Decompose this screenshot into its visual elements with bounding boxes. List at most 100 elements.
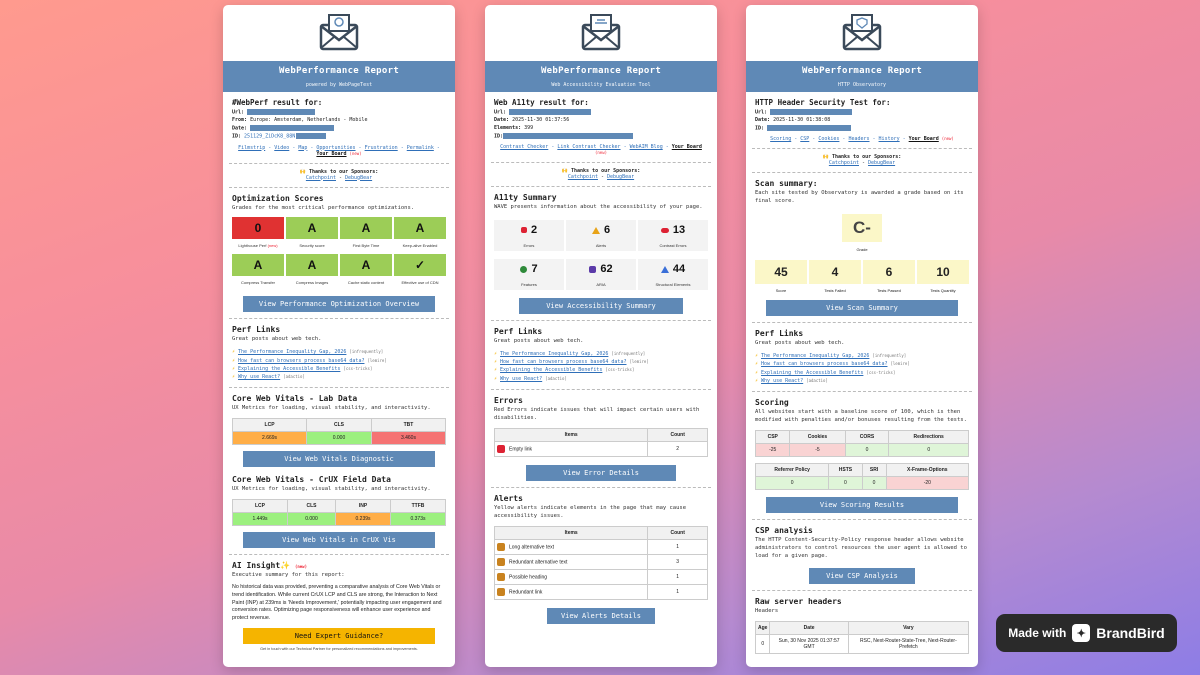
alert-item: Redundant link — [509, 589, 543, 596]
sponsor-catchpoint-link[interactable]: Catchpoint — [305, 174, 336, 181]
link-contrast-checker-link[interactable]: Link Contrast Checker — [557, 144, 621, 150]
list-item: ⚡ Why use React? [adactio] — [755, 377, 969, 385]
summary-tile: 13 Contrast Errors — [638, 219, 708, 251]
inp-value: 0.239s — [335, 512, 391, 527]
lab-data-section: Core Web Vitals - Lab Data UX Metrics fo… — [223, 388, 455, 473]
bolt-icon: ⚡ — [232, 374, 236, 381]
csp-link[interactable]: CSP — [800, 136, 810, 143]
tile-label: Alerts — [595, 242, 607, 248]
perf-link[interactable]: How fast can browsers process base64 dat… — [238, 357, 365, 364]
view-scoring-results-button[interactable]: View Scoring Results — [766, 497, 958, 514]
list-item: ⚡ Why use React? [adactio] — [494, 375, 708, 383]
frustration-link[interactable]: Frustration — [364, 144, 398, 151]
date-value: 2025-11-30 01:38:08 — [773, 117, 831, 124]
test-id-link[interactable]: 251129_ZiDcK8_88N — [244, 133, 296, 140]
perf-link[interactable]: How fast can browsers process base64 dat… — [761, 361, 888, 368]
permalink-link[interactable]: Permalink — [406, 144, 434, 151]
contrast-checker-link[interactable]: Contrast Checker — [500, 144, 549, 150]
raw-headers-section: Raw server headers Headers Age Date Vary 0… — [746, 591, 978, 660]
from-value: Europe: Amsterdam, Netherlands - Mobile — [250, 117, 368, 124]
view-web-vitals-diagnostic-button[interactable]: View Web Vitals Diagnostic — [243, 451, 435, 468]
grade-label: Grade — [856, 247, 868, 253]
scan-tiles: 45 Score 4 Tests Failed 6 Tests Passed 10 Te… — [755, 260, 969, 293]
video-link[interactable]: Video — [274, 144, 290, 151]
view-csp-analysis-button[interactable]: View CSP Analysis — [809, 568, 915, 584]
table-header: Date — [769, 620, 849, 635]
table-header: HSTS — [828, 463, 863, 478]
summary-tile: 2 Errors — [494, 219, 564, 251]
lcp-value: 2.669s — [231, 431, 308, 446]
map-link[interactable]: Map — [298, 144, 308, 151]
perf-link[interactable]: The Performance Inequality Gap, 2026 — [238, 349, 347, 356]
perf-link[interactable]: Explaining the Accessible Benefits — [761, 369, 864, 376]
scoring-title: Scoring — [755, 398, 789, 408]
url-label: Url: — [755, 109, 768, 116]
ai-insight-subtitle: Executive summary for this report: — [232, 572, 345, 579]
list-item: ⚡ The Performance Inequality Gap, 2026 [… — [755, 352, 969, 360]
sponsor-debugbear-link[interactable]: DebugBear — [868, 160, 896, 167]
your-board-link[interactable]: Your Board — [316, 150, 347, 157]
cookies-link[interactable]: Cookies — [818, 136, 840, 143]
date-label: Date: — [232, 125, 248, 132]
csp-title: CSP analysis — [755, 526, 813, 536]
scan-tile: 10 Tests Quantity — [917, 260, 969, 293]
score-grade: A — [286, 217, 338, 240]
empty-link-icon — [497, 444, 505, 453]
bolt-icon: ⚡ — [755, 353, 759, 360]
raw-headers-subtitle: Headers — [755, 608, 779, 614]
headers-link[interactable]: Headers — [848, 136, 870, 143]
perf-link[interactable]: Explaining the Accessible Benefits — [500, 367, 603, 374]
filmstrip-link[interactable]: Filmstrip — [238, 144, 266, 151]
perf-link[interactable]: The Performance Inequality Gap, 2026 — [500, 350, 609, 357]
score-label: Effective use of CDN — [401, 280, 439, 286]
alert-count: 1 — [647, 583, 708, 600]
redacted-id — [767, 125, 852, 131]
raw-headers-table: Age Date Vary 0 Sun, 30 Nov 2025 01:37:57 G… — [754, 620, 970, 654]
report-banner: WebPerformance Report powered by WebPage… — [223, 61, 455, 92]
sponsor-catchpoint-link[interactable]: Catchpoint — [828, 160, 859, 167]
perf-links-subtitle: Great posts about web tech. — [494, 337, 584, 344]
url-label: Url: — [494, 109, 507, 116]
ai-footer-text: Get in touch with our Technical Partner … — [260, 646, 418, 651]
score-grade: A — [286, 254, 338, 277]
view-crux-vis-button[interactable]: View Web Vitals in CrUX Vis — [243, 532, 435, 549]
score-tile: A Keep-alive Enabled — [394, 217, 446, 253]
sponsor-debugbear-link[interactable]: DebugBear — [607, 174, 635, 180]
webaim-blog-link[interactable]: WebAIM Blog — [629, 144, 663, 150]
view-optimization-button[interactable]: View Performance Optimization Overview — [243, 296, 435, 313]
scoring-link[interactable]: Scoring — [770, 136, 792, 143]
need-expert-guidance-button[interactable]: Need Expert Guidance? — [243, 627, 435, 644]
your-board-link[interactable]: Your Board — [908, 136, 939, 143]
cors-score: 0 — [844, 443, 890, 458]
view-scan-summary-button[interactable]: View Scan Summary — [766, 300, 958, 317]
perf-link[interactable]: How fast can browsers process base64 dat… — [500, 359, 627, 366]
perf-link[interactable]: Explaining the Accessible Benefits — [238, 365, 341, 372]
history-link[interactable]: History — [878, 136, 900, 143]
perf-link[interactable]: Why use React? — [761, 377, 804, 384]
perf-link-tag: [adactio] — [545, 375, 567, 381]
table-header: Count — [647, 525, 708, 540]
perf-link[interactable]: Why use React? — [500, 375, 543, 382]
ai-insight-title: AI Insight✨ (new) — [232, 561, 307, 571]
view-accessibility-summary-button[interactable]: View Accessibility Summary — [519, 297, 683, 314]
perf-link[interactable]: The Performance Inequality Gap, 2026 — [761, 353, 870, 360]
alert-item: Redundant alternative text — [509, 559, 568, 566]
elements-value: 399 — [524, 125, 534, 131]
sponsor-catchpoint-link[interactable]: Catchpoint — [567, 174, 598, 180]
tile-label: Contrast Errors — [659, 242, 687, 248]
your-board-link[interactable]: Your Board — [671, 144, 702, 150]
score-tile: A Compress Transfer — [232, 254, 284, 290]
tbt-value: 3.460s — [370, 431, 447, 446]
opportunities-link[interactable]: Opportunities — [316, 144, 356, 151]
crux-subtitle: UX Metrics for loading, visual stability… — [232, 486, 431, 493]
report-banner: WebPerformance Report Web Accessibility … — [485, 61, 717, 92]
error-icon — [520, 227, 527, 234]
view-alerts-details-button[interactable]: View Alerts Details — [547, 607, 655, 624]
made-with-brandbird-badge[interactable]: Made with ✦ BrandBird — [996, 614, 1177, 652]
sponsor-debugbear-link[interactable]: DebugBear — [345, 174, 373, 181]
perf-link-tag: [infrequently] — [349, 349, 384, 355]
report-banner: WebPerformance Report HTTP Observatory — [746, 61, 978, 92]
perf-link[interactable]: Why use React? — [238, 374, 281, 381]
table-header: CORS — [844, 430, 890, 445]
view-error-details-button[interactable]: View Error Details — [526, 464, 676, 481]
